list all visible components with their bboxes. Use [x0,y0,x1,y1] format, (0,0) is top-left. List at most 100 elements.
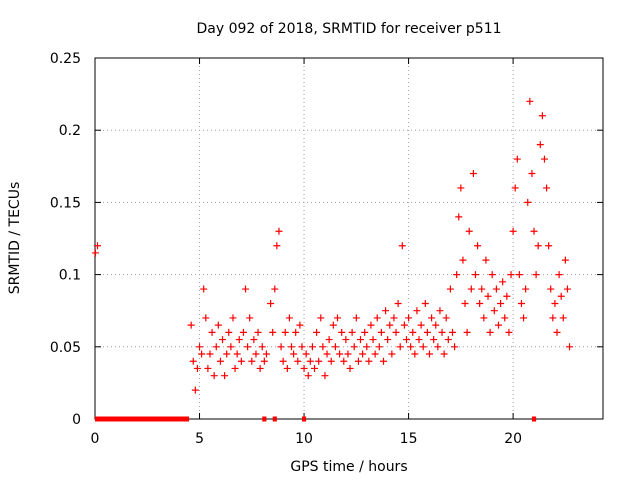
data-point [396,343,404,351]
y-tick-label: 0.25 [50,51,81,67]
data-point [187,321,195,329]
data-point [252,350,260,358]
data-point [492,285,500,293]
data-point [517,299,525,307]
data-point [415,336,423,344]
data-point [91,249,99,257]
data-point [451,343,459,351]
data-point [543,184,551,192]
data-point [344,350,352,358]
data-point [444,336,452,344]
data-point [210,372,218,380]
data-point [233,350,241,358]
data-point [246,314,254,322]
data-point [440,350,448,358]
data-point [229,314,237,322]
data-point [325,336,333,344]
data-point [476,299,484,307]
data-point [388,350,396,358]
data-point [526,97,534,105]
data-point [219,336,227,344]
data-point [239,328,247,336]
data-point [453,271,461,279]
data-point [505,328,513,336]
data-point [208,328,216,336]
data-point [436,307,444,315]
data-point [279,357,287,365]
data-point [235,336,243,344]
data-point [216,357,224,365]
data-point [244,343,252,351]
data-point [348,328,356,336]
data-point [346,364,354,372]
data-point [467,285,475,293]
data-point [298,343,306,351]
data-point [557,292,565,300]
data-point [413,307,421,315]
data-point [290,350,298,358]
data-point [206,350,214,358]
data-point [534,242,542,250]
data-point [193,364,201,372]
data-point [398,242,406,250]
data-point [223,350,231,358]
data-point [540,155,548,163]
y-tick-label: 0.2 [59,123,81,139]
data-point [296,321,304,329]
data-point [212,343,220,351]
data-point [319,343,327,351]
data-point [225,328,233,336]
data-point [202,314,210,322]
data-point [315,357,323,365]
data-point [311,364,319,372]
data-point [425,350,433,358]
data-point [549,314,557,322]
data-point [352,314,360,322]
data-point [407,343,415,351]
data-point [198,350,206,358]
data-point [336,350,344,358]
y-tick-label: 0.05 [50,340,81,356]
data-point [365,357,373,365]
data-point [292,328,300,336]
data-point [302,350,310,358]
data-point [448,328,456,336]
data-point [497,299,505,307]
data-point [417,321,425,329]
data-point [196,343,204,351]
data-point [438,328,446,336]
data-point [382,307,390,315]
data-point [528,170,536,178]
data-point [532,271,540,279]
data-point [421,299,429,307]
data-point [377,328,385,336]
data-point [254,328,262,336]
data-point [375,343,383,351]
data-point [490,307,498,315]
data-point [515,271,523,279]
data-point [480,314,488,322]
data-point [334,314,342,322]
data-point [511,184,519,192]
data-point [354,357,362,365]
data-point [411,350,419,358]
data-point [446,285,454,293]
data-point [402,336,410,344]
data-point [288,343,296,351]
data-point [513,155,521,163]
data-point [442,314,450,322]
x-tick-label: 10 [295,431,313,447]
data-point [563,285,571,293]
data-point [214,321,222,329]
data-point [551,299,559,307]
data-point [520,314,528,322]
data-point [283,364,291,372]
data-point [566,343,574,351]
data-point [379,357,387,365]
data-point [423,328,431,336]
data-point [371,350,379,358]
data-point [294,357,302,365]
data-point [561,256,569,264]
data-point [488,271,496,279]
y-axis-label: SRMTID / TECUs [7,182,23,295]
